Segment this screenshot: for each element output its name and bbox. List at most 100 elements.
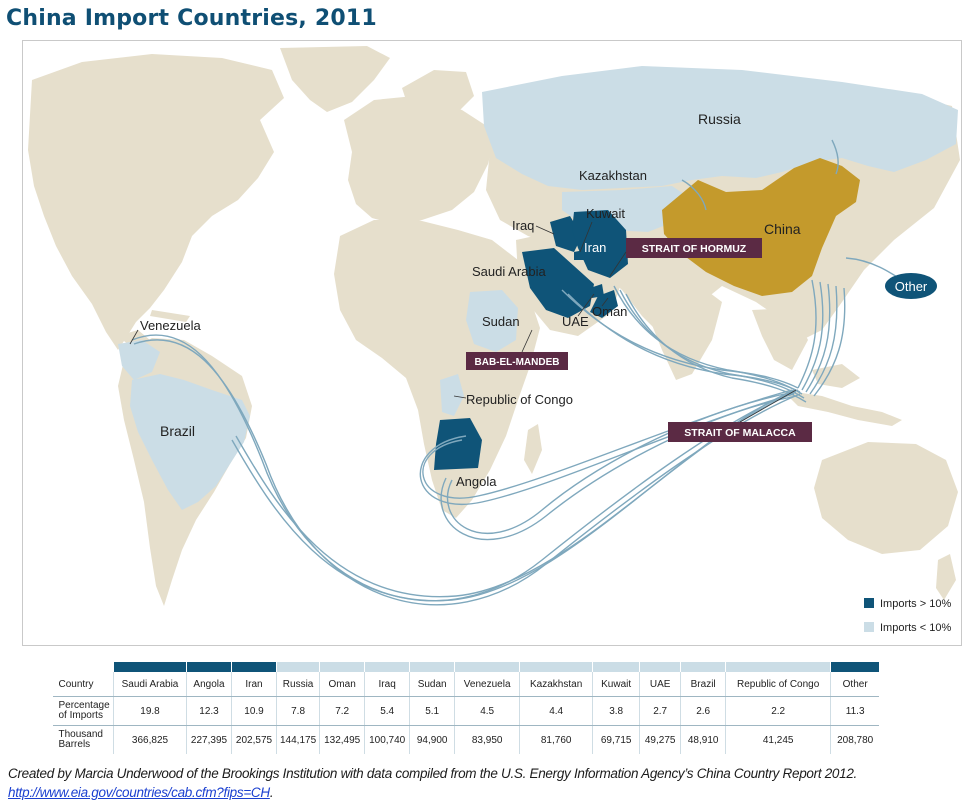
india-land [650, 284, 722, 380]
caption-text: Created by Marcia Underwood of the Brook… [8, 766, 858, 781]
barrels-cell: 41,245 [725, 725, 831, 754]
barrels-cell: 49,275 [639, 725, 681, 754]
bab-el-mandeb-leader [521, 329, 533, 353]
barrels-cell: 144,175 [275, 725, 320, 754]
saudi-arabia-region [522, 248, 594, 318]
china-region [662, 158, 860, 296]
japan-land [884, 180, 910, 236]
barrels-cell: 69,715 [592, 725, 640, 754]
row-label-country: Country [52, 672, 114, 697]
route-brazil-to-malacca [235, 391, 797, 598]
brazil-region [130, 374, 250, 510]
table-row-country: Country Saudi Arabia Angola Iran Russia … [52, 672, 880, 697]
route-kazakhstan-to-china [681, 179, 707, 211]
legend-label-high: Imports > 10% [880, 598, 951, 610]
strait-of-malacca-leader [739, 389, 797, 423]
country-cell: Iran [231, 672, 277, 697]
band-cell [454, 662, 520, 672]
table-band-row [52, 662, 880, 672]
route-strait-of-malacca-to-china [809, 285, 838, 395]
row-label-percentage-1: Percentage [58, 700, 110, 711]
percentage-cell: 3.8 [592, 696, 640, 726]
iran-label: Iran [584, 240, 606, 255]
country-cell: Venezuela [454, 672, 520, 697]
band-cell [186, 662, 232, 672]
brazil-label: Brazil [160, 423, 195, 439]
band-cell [113, 662, 187, 672]
band-cell [231, 662, 277, 672]
country-cell: Iraq [364, 672, 410, 697]
shipping-routes [131, 139, 909, 606]
strait-of-malacca-box [668, 422, 812, 442]
north-america-land [28, 54, 284, 350]
angola-region [434, 418, 482, 470]
percentage-cell: 5.1 [409, 696, 455, 726]
new-zealand-land [936, 554, 956, 600]
bab-el-mandeb-label: BAB-EL-MANDEB [475, 357, 560, 368]
band-cell [409, 662, 455, 672]
leader-lines [129, 221, 797, 423]
barrels-cell: 208,780 [830, 725, 880, 754]
kazakhstan-label: Kazakhstan [579, 168, 647, 183]
table-row-barrels: Thousand Barrels 366,825 227,395 202,575 … [53, 725, 880, 755]
percentage-cell: 2.2 [725, 696, 831, 726]
australia-land [814, 442, 958, 554]
venezuela-leader [129, 329, 139, 345]
route-gulf-to-malacca [613, 285, 803, 395]
route-gulf-to-malacca [567, 293, 801, 393]
congo-leader [453, 395, 467, 399]
sudan-region [466, 290, 518, 352]
band-cell [519, 662, 593, 672]
country-cell: Sudan [409, 672, 455, 697]
country-cell: Brazil [680, 672, 726, 697]
republic-of-congo-label: Republic of Congo [466, 392, 573, 407]
country-cell: UAE [639, 672, 681, 697]
barrels-cell: 366,825 [113, 725, 187, 754]
scandinavia-land [402, 70, 474, 126]
percentage-cell: 10.9 [231, 696, 277, 726]
row-label-barrels: Thousand Barrels [53, 726, 114, 755]
percentage-cell: 12.3 [186, 696, 232, 726]
row-label-barrels-1: Thousand [58, 729, 103, 740]
barrels-cell: 202,575 [231, 725, 277, 754]
band-cell [725, 662, 831, 672]
percentage-cell: 19.8 [113, 696, 187, 726]
country-cell: Saudi Arabia [113, 672, 187, 697]
route-strait-of-malacca-to-china [797, 279, 817, 389]
percentage-cell: 7.8 [275, 696, 320, 726]
band-cell [592, 662, 640, 672]
route-strait-of-malacca-to-china [813, 287, 846, 397]
indonesia-islands [782, 364, 902, 426]
route-gulf-to-malacca [619, 289, 805, 399]
country-cell: Other [830, 672, 880, 697]
greenland-land [280, 46, 390, 112]
country-cell: Kuwait [592, 672, 640, 697]
legend-label-low: Imports < 10% [880, 622, 951, 634]
percentage-cell: 2.7 [639, 696, 681, 726]
madagascar-land [524, 424, 542, 474]
southeast-asia-land [752, 308, 808, 370]
sudan-label: Sudan [482, 314, 520, 329]
barrels-cell: 94,900 [409, 725, 455, 754]
imports-table: Country Saudi Arabia Angola Iran Russia … [52, 662, 880, 755]
barrels-cell: 132,495 [319, 725, 365, 754]
strait-of-malacca-label: STRAIT OF MALACCA [684, 427, 796, 439]
source-caption: Created by Marcia Underwood of the Brook… [8, 764, 973, 802]
route-venezuela-to-malacca [133, 339, 801, 606]
route-angola-to-malacca [422, 389, 793, 499]
kuwait-leader [579, 221, 593, 253]
barrels-cell: 227,395 [186, 725, 232, 754]
country-cell: Kazakhstan [519, 672, 593, 697]
oman-leader [601, 297, 609, 307]
strait-of-hormuz-leader [609, 251, 627, 277]
barrels-cell: 81,760 [519, 725, 593, 754]
kuwait-label: Kuwait [586, 206, 625, 221]
strait-of-hormuz-box [626, 238, 762, 258]
band-cell [275, 662, 320, 672]
europe-land [344, 96, 496, 224]
venezuela-region [118, 340, 160, 380]
venezuela-label: Venezuela [140, 318, 201, 333]
source-link[interactable]: http://www.eia.gov/countries/cab.cfm?fip… [8, 785, 270, 800]
other-label: Other [895, 279, 928, 294]
country-cell: Russia [275, 672, 320, 697]
